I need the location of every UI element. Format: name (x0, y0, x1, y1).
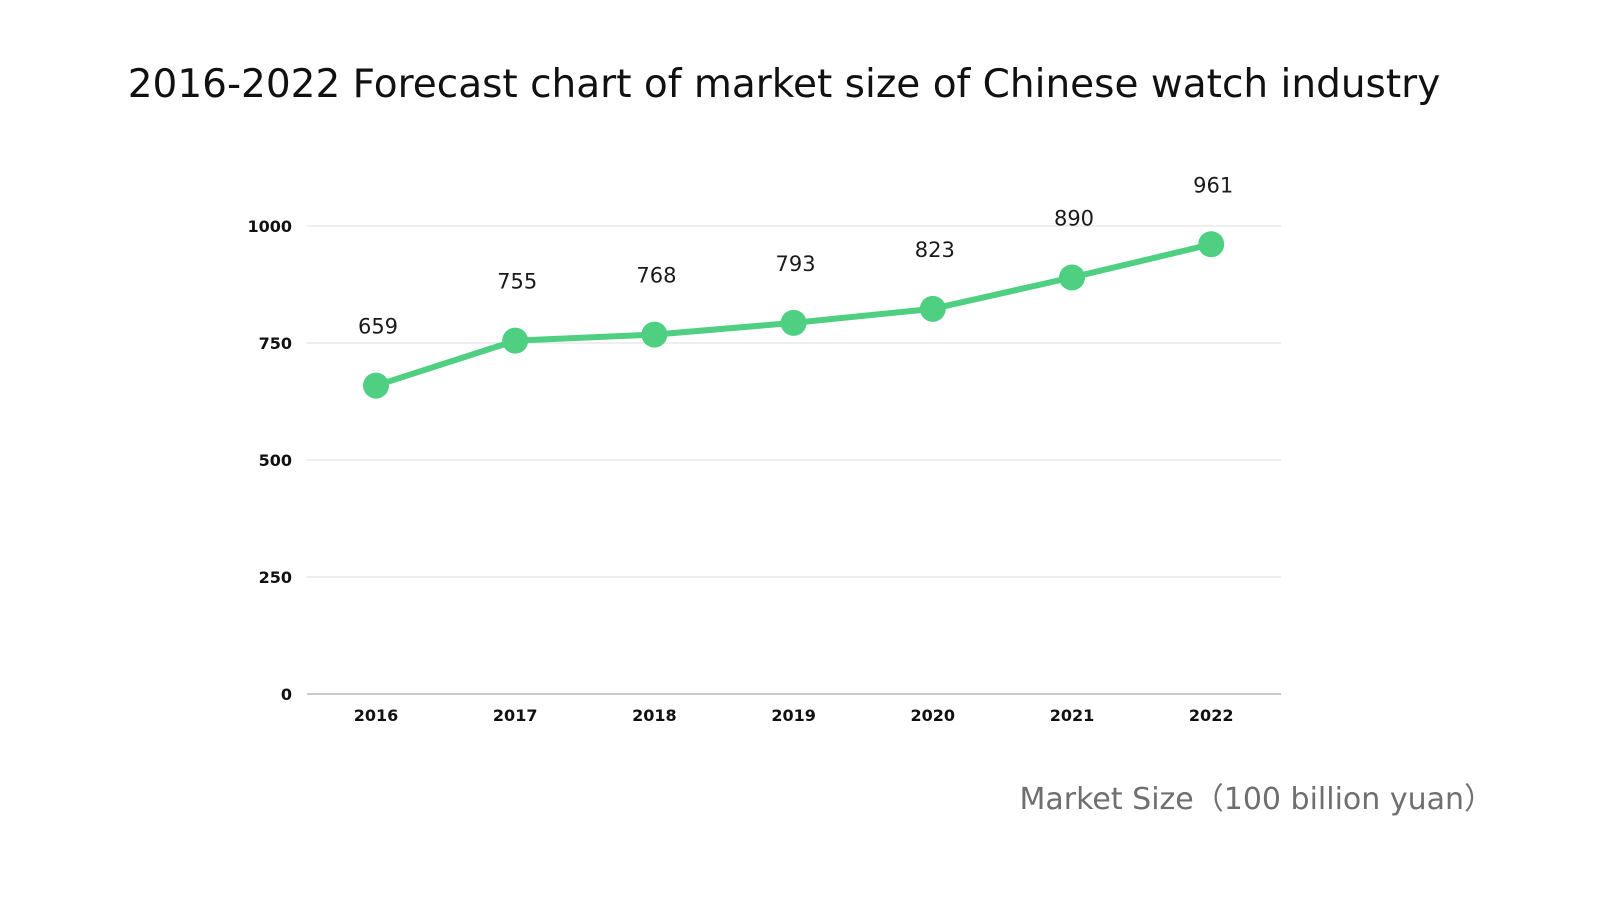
data-label: 823 (915, 238, 955, 262)
x-tick-label: 2019 (771, 706, 816, 725)
chart-title: 2016-2022 Forecast chart of market size … (127, 62, 1441, 107)
x-tick-label: 2021 (1050, 706, 1095, 725)
y-axis-ticks: 0 250 500 750 1000 (247, 217, 292, 704)
data-point-marker (502, 327, 529, 354)
legend-label: Market Size（100 billion yuan） (1019, 782, 1495, 817)
data-label: 768 (636, 264, 676, 288)
data-point-marker (919, 295, 946, 322)
data-label: 793 (776, 252, 816, 276)
x-tick-label: 2018 (632, 706, 677, 725)
data-point-marker (641, 321, 668, 348)
data-label: 961 (1193, 173, 1233, 197)
y-tick-label: 500 (259, 451, 292, 470)
data-label: 755 (497, 270, 537, 294)
y-tick-label: 1000 (247, 217, 292, 236)
x-axis-ticks: 2016 2017 2018 2019 2020 2021 2022 (354, 706, 1234, 725)
y-tick-label: 250 (259, 568, 292, 587)
data-point-marker (1198, 231, 1225, 258)
gridlines (307, 225, 1281, 695)
x-tick-label: 2017 (493, 706, 538, 725)
x-tick-label: 2022 (1189, 706, 1234, 725)
y-tick-label: 0 (281, 685, 292, 704)
x-tick-label: 2016 (354, 706, 399, 725)
data-point-marker (363, 372, 389, 399)
data-label: 890 (1054, 206, 1094, 230)
data-labels: 659 755 768 793 823 890 961 (358, 173, 1233, 338)
series-market-size (363, 231, 1225, 399)
data-point-marker (1059, 264, 1085, 291)
data-label: 659 (358, 315, 398, 339)
data-point-marker (780, 309, 807, 336)
y-tick-label: 750 (259, 334, 292, 353)
x-tick-label: 2020 (911, 706, 956, 725)
